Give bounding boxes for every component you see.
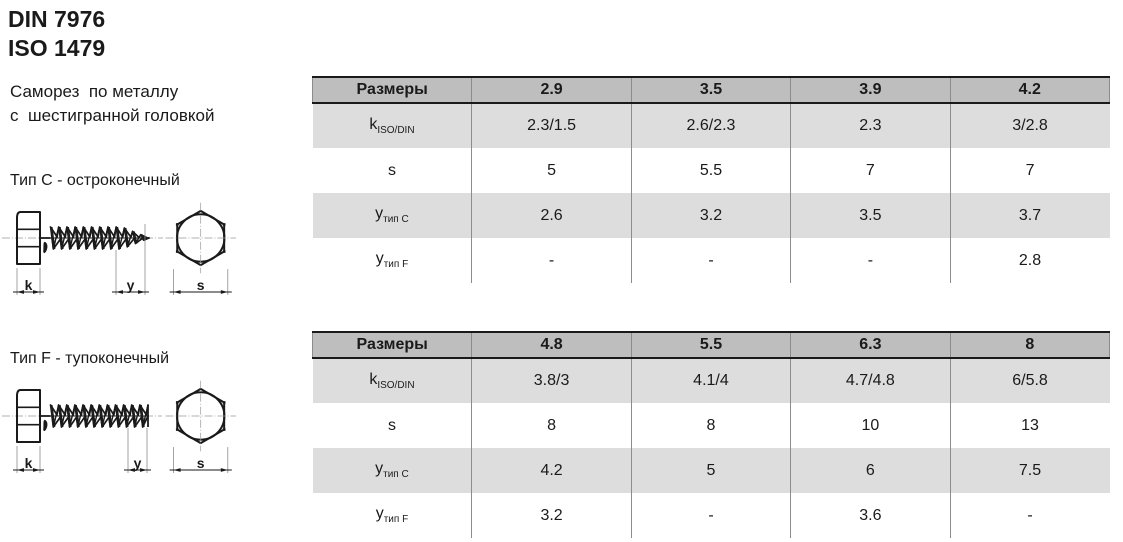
svg-text:s: s — [197, 455, 205, 471]
svg-text:s: s — [197, 277, 205, 293]
svg-text:y: y — [127, 277, 135, 293]
svg-text:y: y — [134, 455, 142, 471]
svg-text:k: k — [25, 455, 33, 471]
svg-text:k: k — [25, 277, 33, 293]
